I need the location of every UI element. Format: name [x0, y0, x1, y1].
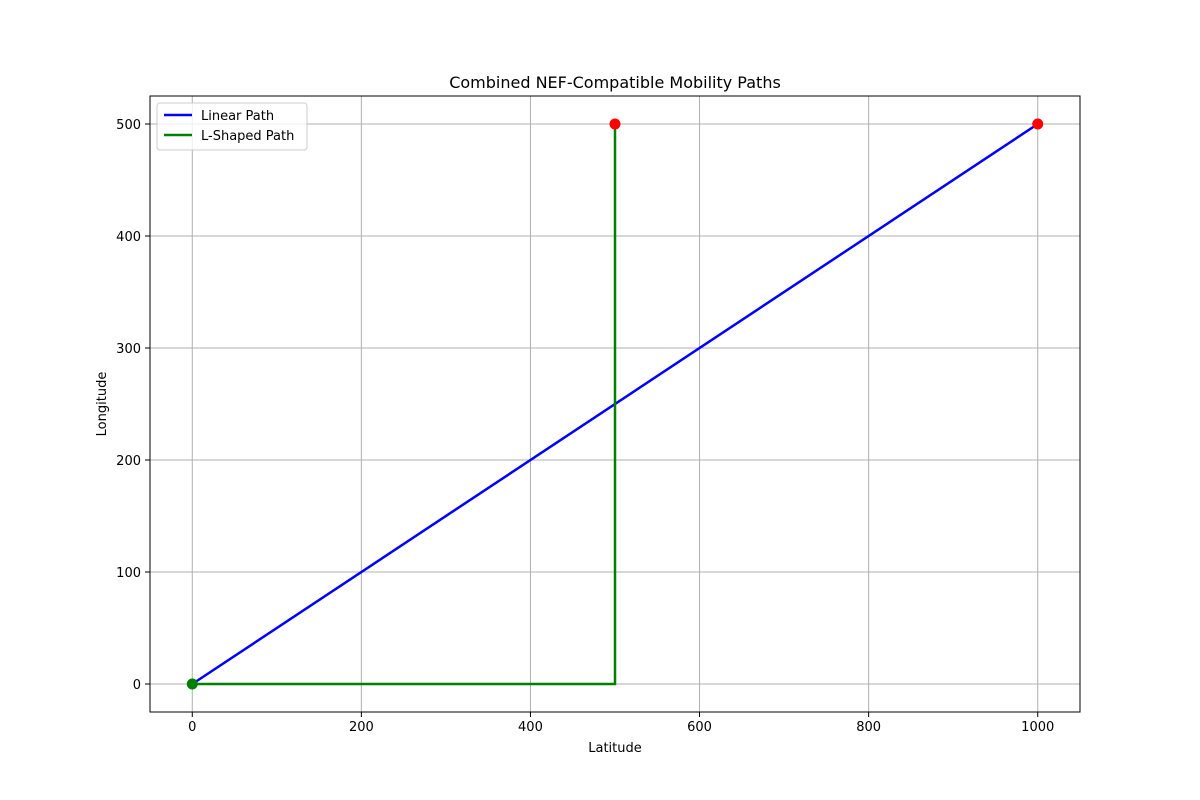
y-tick-label: 400 [116, 230, 141, 245]
x-tick-label: 600 [687, 720, 712, 735]
x-tick-label: 200 [349, 720, 374, 735]
series-layer [191, 122, 1039, 686]
legend-box [156, 102, 308, 151]
x-tick-label: 0 [188, 720, 196, 735]
legend-label-linear-path: Linear Path [201, 109, 274, 124]
end-point-marker [609, 118, 621, 130]
series-line-l-shaped-path [192, 124, 617, 686]
legend-label-l-shaped-path: L-Shaped Path [201, 129, 294, 144]
x-axis-label: Latitude [588, 741, 642, 756]
start-point-marker [186, 678, 198, 690]
end-point-marker [1032, 118, 1044, 130]
x-tick-label: 1000 [1021, 720, 1054, 735]
chart-title: Combined NEF-Compatible Mobility Paths [449, 73, 781, 92]
legend: Linear Path L-Shaped Path [156, 102, 308, 151]
y-axis-label: Longitude [95, 372, 110, 437]
tick-layer: 0 200 400 600 800 1000 0 100 200 300 400 500 [116, 118, 1054, 735]
y-tick-label: 100 [116, 566, 141, 581]
y-tick-label: 0 [133, 678, 141, 693]
y-tick-label: 200 [116, 454, 141, 469]
marker-layer [186, 118, 1044, 690]
axes-frame [149, 95, 1081, 713]
y-tick-label: 300 [116, 342, 141, 357]
x-tick-label: 400 [518, 720, 543, 735]
x-tick-label: 800 [856, 720, 881, 735]
y-tick-label: 500 [116, 118, 141, 133]
